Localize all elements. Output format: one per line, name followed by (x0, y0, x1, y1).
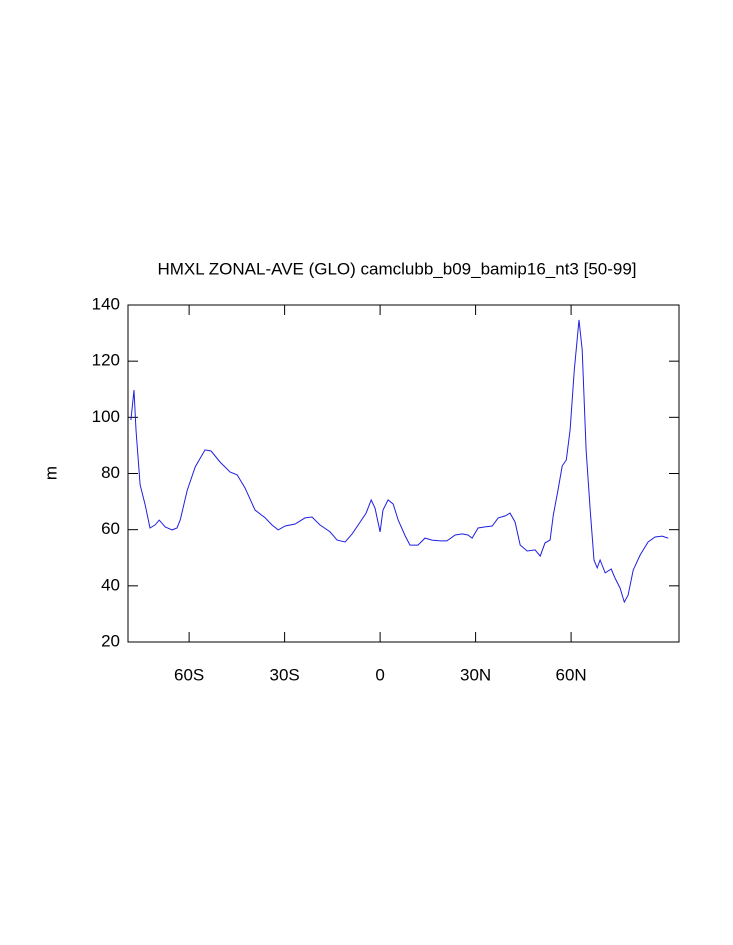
y-tick-label: 100 (92, 407, 120, 426)
y-tick-label: 140 (92, 294, 120, 313)
y-tick-label: 120 (92, 351, 120, 370)
data-line (130, 319, 669, 604)
y-tick-label: 20 (101, 631, 120, 650)
x-tick-label: 60N (555, 665, 586, 684)
x-tick-label: 30N (460, 665, 491, 684)
y-tick-label: 80 (101, 463, 120, 482)
x-tick-label: 60S (174, 665, 204, 684)
x-tick-label: 0 (375, 665, 384, 684)
y-tick-label: 40 (101, 575, 120, 594)
plot-frame (127, 304, 680, 643)
y-tick-label: 60 (101, 519, 120, 538)
y-axis-label: m (41, 466, 60, 480)
chart-title: HMXL ZONAL-AVE (GLO) camclubb_b09_bamip1… (157, 259, 636, 278)
x-tick-label: 30S (269, 665, 299, 684)
